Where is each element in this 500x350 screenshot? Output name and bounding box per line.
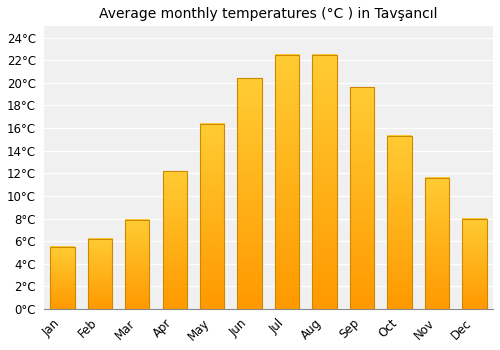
Bar: [350, 88, 374, 309]
Bar: [125, 220, 150, 309]
Bar: [424, 178, 449, 309]
Bar: [162, 171, 187, 309]
Bar: [462, 218, 486, 309]
Bar: [238, 78, 262, 309]
Bar: [312, 55, 336, 309]
Bar: [88, 239, 112, 309]
Bar: [275, 55, 299, 309]
Title: Average monthly temperatures (°C ) in Tavşancıl: Average monthly temperatures (°C ) in Ta…: [99, 7, 438, 21]
Bar: [388, 136, 411, 309]
Bar: [50, 247, 74, 309]
Bar: [200, 124, 224, 309]
